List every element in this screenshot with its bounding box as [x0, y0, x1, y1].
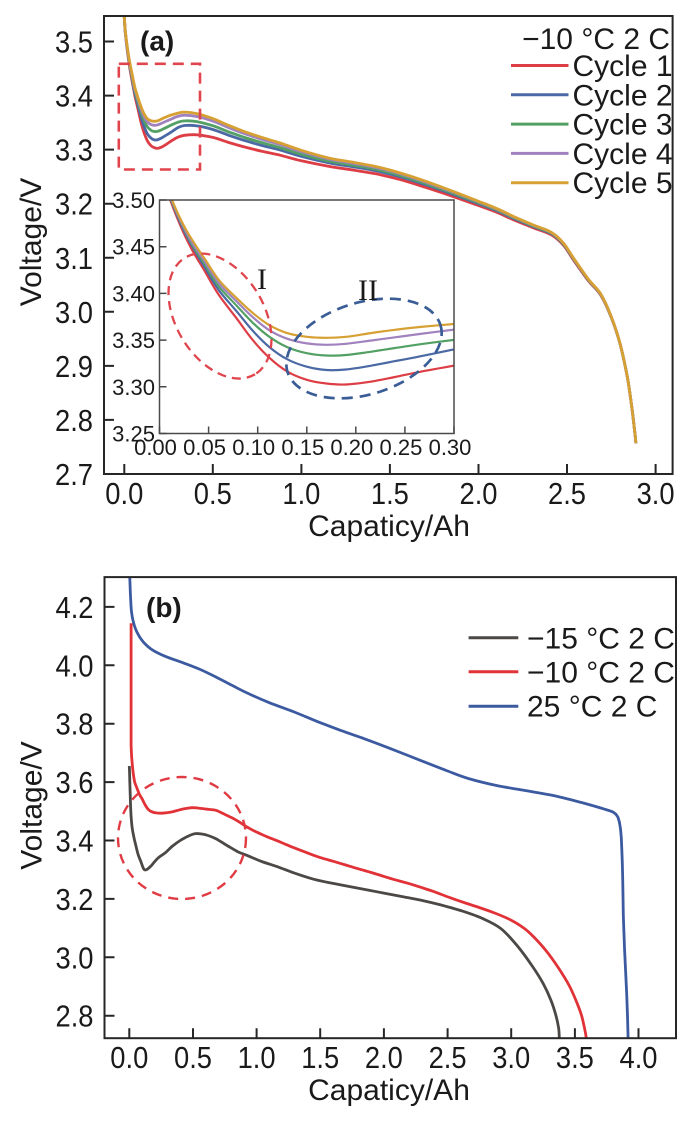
svg-text:3.30: 3.30	[112, 375, 155, 400]
svg-text:Capaticy/Ah: Capaticy/Ah	[308, 510, 470, 543]
svg-text:3.1: 3.1	[55, 241, 93, 276]
svg-text:3.6: 3.6	[56, 765, 94, 800]
svg-text:3.5: 3.5	[556, 1040, 594, 1075]
svg-text:Cycle 4: Cycle 4	[573, 138, 673, 171]
svg-text:25 °C 2 C: 25 °C 2 C	[527, 691, 657, 724]
svg-text:0.00: 0.00	[134, 435, 177, 460]
svg-text:0.5: 0.5	[194, 476, 232, 511]
svg-text:3.45: 3.45	[112, 235, 155, 260]
svg-text:3.3: 3.3	[55, 133, 93, 168]
svg-text:1.0: 1.0	[282, 476, 320, 511]
svg-text:0.20: 0.20	[330, 435, 373, 460]
svg-text:Capaticy/Ah: Capaticy/Ah	[308, 1074, 470, 1107]
svg-text:Cycle 3: Cycle 3	[573, 109, 673, 142]
svg-text:0.25: 0.25	[379, 435, 422, 460]
svg-text:3.5: 3.5	[55, 25, 93, 60]
svg-text:II: II	[358, 274, 378, 307]
svg-text:2.5: 2.5	[548, 476, 586, 511]
svg-text:0.30: 0.30	[429, 435, 472, 460]
svg-text:3.8: 3.8	[56, 707, 94, 742]
svg-text:2.9: 2.9	[55, 349, 93, 384]
svg-text:1.0: 1.0	[238, 1040, 276, 1075]
svg-text:3.0: 3.0	[637, 476, 675, 511]
svg-text:3.0: 3.0	[55, 295, 93, 330]
svg-text:I: I	[257, 263, 267, 296]
svg-text:0.5: 0.5	[174, 1040, 212, 1075]
svg-text:(b): (b)	[146, 592, 182, 623]
svg-text:2.8: 2.8	[56, 999, 94, 1034]
svg-text:0.10: 0.10	[232, 435, 275, 460]
svg-text:Cycle 2: Cycle 2	[573, 79, 673, 112]
svg-text:2.7: 2.7	[55, 457, 93, 492]
svg-text:(a): (a)	[140, 26, 174, 57]
svg-text:1.5: 1.5	[301, 1040, 339, 1075]
svg-text:2.5: 2.5	[429, 1040, 467, 1075]
svg-text:3.50: 3.50	[112, 188, 155, 213]
svg-text:Voltage/V: Voltage/V	[16, 741, 49, 869]
svg-text:0.15: 0.15	[281, 435, 324, 460]
svg-text:2.8: 2.8	[55, 403, 93, 438]
svg-text:3.4: 3.4	[56, 824, 94, 859]
svg-text:−15 °C 2 C: −15 °C 2 C	[527, 622, 675, 655]
svg-text:3.4: 3.4	[55, 79, 93, 114]
svg-text:3.40: 3.40	[112, 281, 155, 306]
svg-text:3.2: 3.2	[56, 882, 94, 917]
svg-text:Voltage/V: Voltage/V	[15, 178, 48, 306]
svg-text:−10 °C 2 C: −10 °C 2 C	[522, 23, 670, 56]
svg-text:2.0: 2.0	[460, 476, 498, 511]
svg-text:0.05: 0.05	[183, 435, 226, 460]
svg-text:1.5: 1.5	[371, 476, 409, 511]
svg-text:0.0: 0.0	[110, 1040, 148, 1075]
svg-text:−10 °C 2 C: −10 °C 2 C	[527, 656, 675, 689]
svg-text:2.0: 2.0	[365, 1040, 403, 1075]
svg-text:3.25: 3.25	[112, 422, 155, 447]
svg-text:3.0: 3.0	[56, 940, 94, 975]
svg-text:4.0: 4.0	[56, 648, 94, 683]
svg-text:0.0: 0.0	[105, 476, 143, 511]
svg-text:3.35: 3.35	[112, 328, 155, 353]
svg-text:4.0: 4.0	[620, 1040, 658, 1075]
svg-text:Cycle 5: Cycle 5	[573, 167, 673, 200]
svg-text:3.0: 3.0	[492, 1040, 530, 1075]
svg-text:3.2: 3.2	[55, 187, 93, 222]
svg-text:4.2: 4.2	[56, 590, 94, 625]
svg-text:Cycle 1: Cycle 1	[573, 50, 673, 83]
